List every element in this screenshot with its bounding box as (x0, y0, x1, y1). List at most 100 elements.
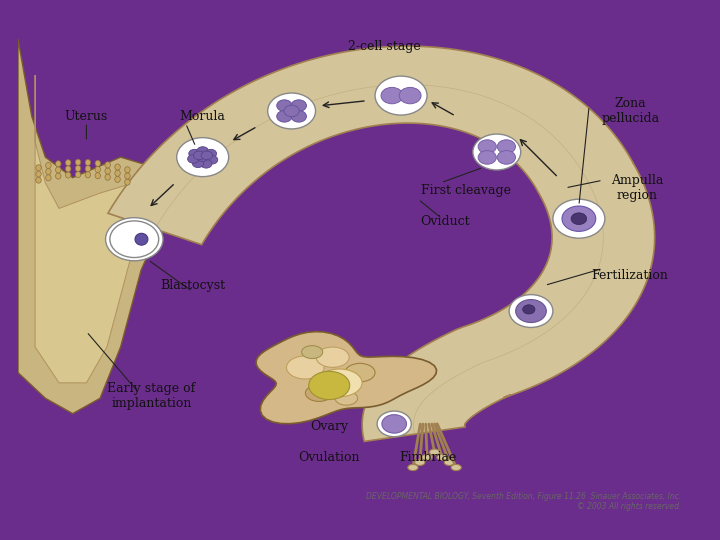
Circle shape (188, 154, 199, 163)
Ellipse shape (317, 369, 362, 397)
Ellipse shape (302, 346, 323, 359)
Ellipse shape (36, 165, 41, 171)
Text: Ovulation: Ovulation (299, 451, 360, 464)
Ellipse shape (335, 392, 358, 405)
Circle shape (381, 87, 403, 104)
Circle shape (197, 147, 208, 156)
Ellipse shape (114, 176, 120, 183)
Circle shape (473, 134, 521, 170)
Ellipse shape (55, 173, 61, 179)
Text: Fertilization: Fertilization (592, 268, 669, 282)
Ellipse shape (45, 168, 51, 175)
Ellipse shape (66, 166, 71, 172)
Ellipse shape (85, 166, 91, 172)
Ellipse shape (95, 166, 101, 173)
Circle shape (516, 300, 546, 322)
Circle shape (509, 295, 553, 327)
Circle shape (106, 218, 163, 261)
Ellipse shape (309, 372, 350, 400)
FancyArrowPatch shape (435, 424, 449, 460)
Ellipse shape (422, 454, 432, 460)
Circle shape (553, 199, 605, 238)
Ellipse shape (66, 160, 71, 166)
Ellipse shape (444, 460, 454, 465)
Ellipse shape (85, 172, 91, 178)
Circle shape (276, 111, 292, 122)
Circle shape (189, 150, 200, 158)
Circle shape (399, 87, 421, 104)
Ellipse shape (305, 385, 333, 401)
Circle shape (276, 100, 292, 111)
Text: Ovary: Ovary (310, 420, 348, 433)
Ellipse shape (105, 174, 110, 180)
Circle shape (562, 206, 595, 231)
Text: DEVELOPMENTAL BIOLOGY, Seventh Edition, Figure 11.26  Sinauer Associates, Inc.
©: DEVELOPMENTAL BIOLOGY, Seventh Edition, … (366, 492, 681, 511)
Circle shape (176, 138, 229, 177)
Ellipse shape (114, 164, 120, 170)
Ellipse shape (45, 175, 51, 181)
Circle shape (377, 411, 411, 437)
Ellipse shape (76, 165, 81, 172)
Circle shape (375, 76, 427, 115)
Ellipse shape (316, 347, 349, 367)
Ellipse shape (36, 177, 41, 183)
Ellipse shape (105, 168, 110, 174)
Ellipse shape (125, 167, 130, 173)
Circle shape (194, 151, 205, 160)
Ellipse shape (55, 167, 61, 173)
Text: Fimbriae: Fimbriae (400, 451, 457, 464)
Circle shape (478, 151, 496, 164)
Circle shape (197, 153, 208, 161)
Text: Blastocyst: Blastocyst (160, 279, 225, 292)
FancyArrowPatch shape (429, 424, 434, 449)
Circle shape (205, 150, 217, 158)
FancyArrowPatch shape (432, 424, 441, 455)
Ellipse shape (36, 171, 41, 177)
Text: Uterus: Uterus (65, 110, 108, 123)
Circle shape (498, 140, 516, 153)
Circle shape (382, 415, 407, 433)
Ellipse shape (408, 464, 418, 470)
Ellipse shape (45, 163, 51, 168)
Circle shape (192, 159, 204, 167)
FancyArrowPatch shape (413, 424, 420, 465)
FancyArrowPatch shape (437, 424, 455, 465)
Text: Morula: Morula (180, 110, 225, 123)
Polygon shape (18, 39, 168, 414)
Ellipse shape (437, 454, 447, 460)
Ellipse shape (345, 363, 375, 382)
Polygon shape (35, 75, 141, 383)
Ellipse shape (125, 173, 130, 179)
Ellipse shape (85, 159, 91, 166)
Ellipse shape (135, 233, 148, 245)
Circle shape (200, 159, 212, 168)
Circle shape (523, 305, 535, 314)
Circle shape (110, 221, 158, 258)
Circle shape (291, 111, 307, 122)
FancyArrowPatch shape (426, 424, 427, 455)
Text: First cleavage: First cleavage (421, 184, 511, 197)
Ellipse shape (55, 161, 61, 167)
Ellipse shape (451, 464, 462, 470)
Ellipse shape (105, 162, 110, 168)
Ellipse shape (415, 460, 425, 465)
Ellipse shape (125, 179, 130, 185)
Circle shape (207, 156, 217, 164)
Ellipse shape (95, 173, 101, 179)
Circle shape (284, 105, 300, 117)
Polygon shape (108, 46, 654, 441)
Ellipse shape (429, 449, 440, 455)
Ellipse shape (66, 172, 71, 178)
Polygon shape (256, 332, 436, 424)
Circle shape (201, 151, 212, 160)
FancyArrowPatch shape (420, 424, 423, 460)
Ellipse shape (76, 172, 81, 178)
Ellipse shape (114, 170, 120, 176)
Text: Early stage of
implantation: Early stage of implantation (107, 382, 196, 410)
Text: 2-cell stage: 2-cell stage (348, 40, 420, 53)
Circle shape (478, 140, 496, 153)
Circle shape (291, 100, 307, 111)
Text: Zona
pellucida: Zona pellucida (601, 97, 660, 125)
Ellipse shape (287, 356, 324, 379)
Ellipse shape (95, 160, 101, 166)
